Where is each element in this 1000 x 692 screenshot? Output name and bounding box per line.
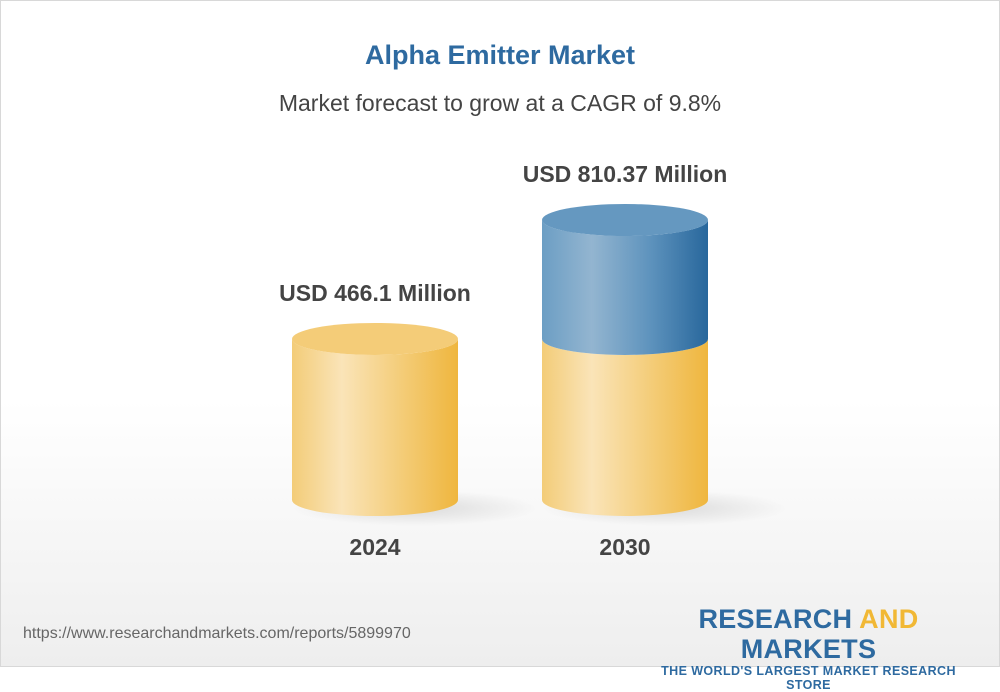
category-label: 2024	[349, 534, 400, 560]
cylinder-top-2030	[542, 204, 708, 236]
category-label: 2030	[599, 534, 650, 560]
cylinder-chart: USD 466.1 Million 2024 USD 810.37 Million 2…	[279, 161, 788, 560]
chart-title: Alpha Emitter Market	[364, 40, 636, 70]
cylinder-body-base-2030	[542, 338, 708, 516]
cylinder-body-base-2024	[292, 338, 458, 516]
chart-subtitle: Market forecast to grow at a CAGR of 9.8…	[278, 90, 722, 116]
source-url[interactable]: https://www.researchandmarkets.com/repor…	[23, 625, 411, 642]
data-label: USD 466.1 Million	[279, 280, 471, 306]
data-label: USD 810.37 Million	[523, 161, 728, 187]
research-and-markets-logo: RESEARCH AND MARKETS THE WORLD'S LARGEST…	[661, 604, 956, 692]
cylinder-top-2024	[292, 322, 458, 355]
cylinder-body-growth-2030	[542, 220, 708, 355]
